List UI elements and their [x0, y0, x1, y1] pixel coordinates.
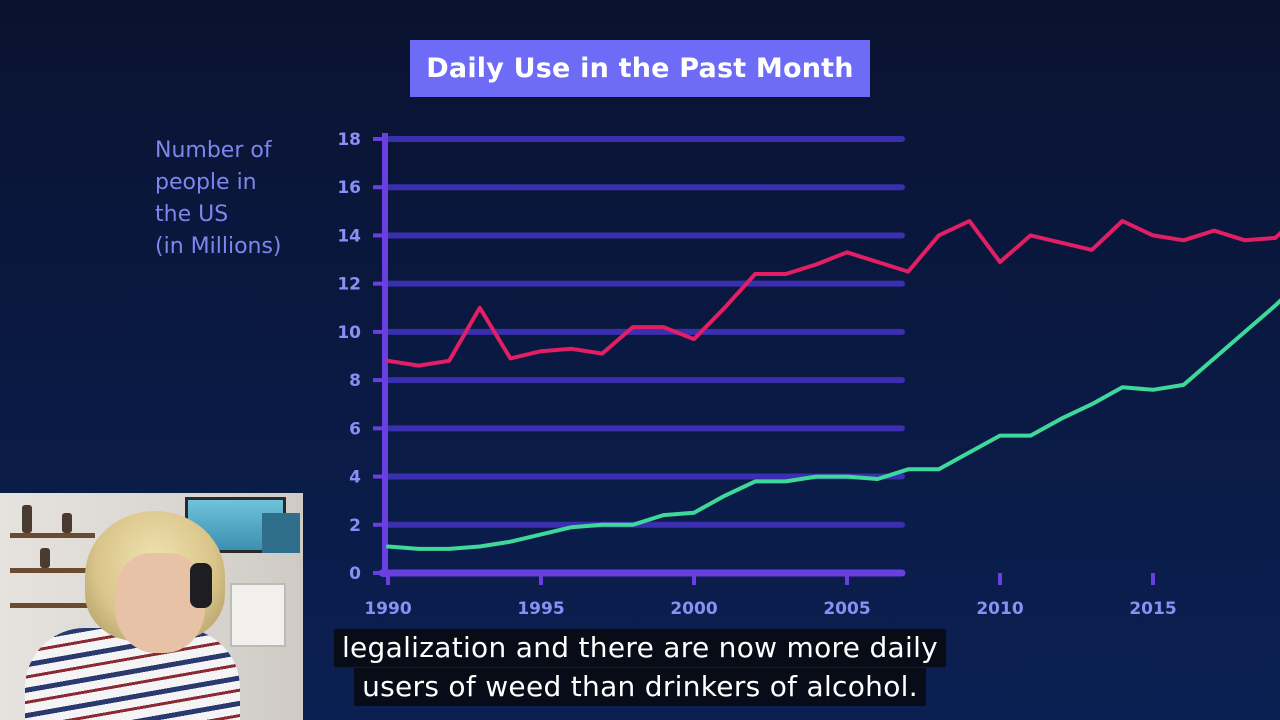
x-tick-label: 2000 [670, 599, 717, 619]
x-tick-label: 1990 [364, 599, 411, 619]
y-tick-label: 8 [349, 371, 361, 391]
y-axis-label-line: Number of [155, 138, 272, 163]
webcam-headset [190, 563, 212, 608]
y-tick-label: 6 [349, 419, 361, 439]
x-tick-label: 2010 [976, 599, 1023, 619]
grid-layer [382, 136, 905, 528]
webcam-figurine [22, 505, 32, 533]
webcam-chair [230, 583, 286, 647]
x-tick-label: 1995 [517, 599, 564, 619]
webcam-figurine [40, 548, 50, 568]
y-axis-label-line: the US [155, 202, 229, 227]
y-axis-label: Number of people in the US (in Millions) [155, 135, 315, 263]
webcam-overlay [0, 493, 303, 720]
series-line-pink [386, 219, 1280, 368]
y-tick-label: 0 [349, 564, 361, 584]
y-tick-label: 16 [337, 178, 361, 198]
chart-title: Daily Use in the Past Month [426, 53, 854, 84]
axis-layer [373, 133, 1155, 585]
webcam-window-side [262, 513, 300, 553]
tick-layer: 0246810121416181990199520002005201020152… [337, 130, 1176, 619]
y-tick-label: 10 [337, 323, 361, 343]
y-tick-label: 2 [349, 516, 361, 536]
y-tick-label: 18 [337, 130, 361, 150]
x-tick-label: 2005 [823, 599, 870, 619]
y-axis-label-line: people in [155, 170, 257, 195]
webcam-figurine [62, 513, 72, 533]
webcam-shelf [10, 603, 95, 608]
webcam-shelf [10, 533, 95, 538]
x-tick-label: 2015 [1129, 599, 1176, 619]
y-tick-label: 12 [337, 275, 361, 295]
y-axis-label-line: (in Millions) [155, 234, 282, 259]
y-tick-label: 14 [337, 226, 361, 246]
webcam-shelf [10, 568, 95, 573]
series-line-green [386, 298, 1280, 551]
y-tick-label: 4 [349, 468, 361, 488]
series-layer [386, 219, 1280, 551]
chart-title-box: Daily Use in the Past Month [410, 40, 870, 97]
